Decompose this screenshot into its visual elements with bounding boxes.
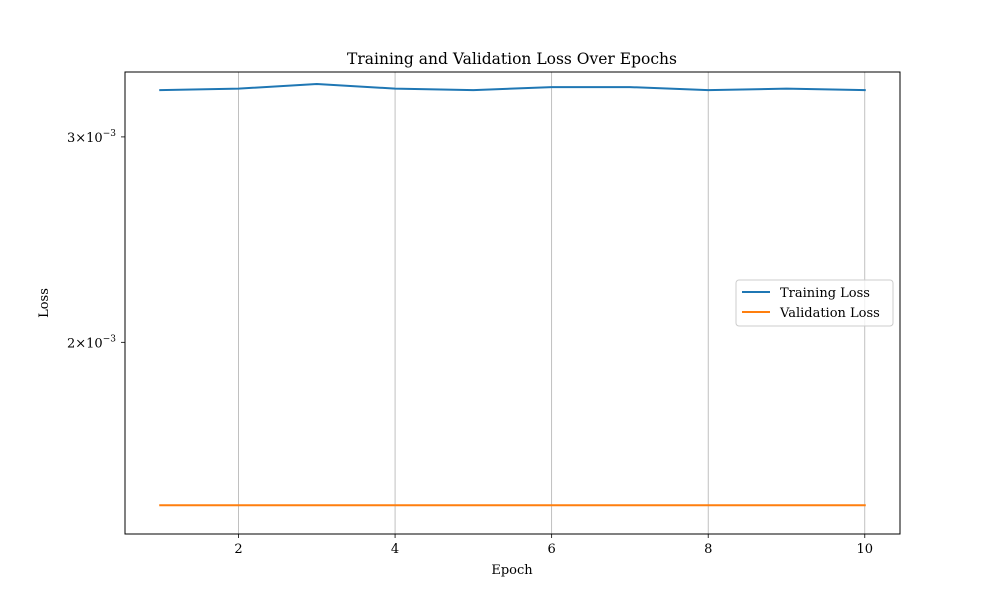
x-tick-label-4: 4 bbox=[391, 542, 399, 557]
y-tick-label-2: 2×10−3 bbox=[67, 334, 116, 351]
x-tick-label-2: 2 bbox=[234, 542, 242, 557]
x-tick-label-6: 6 bbox=[548, 542, 556, 557]
x-tick-label-10: 10 bbox=[856, 542, 873, 557]
y-axis-ticks: 3×10−3 2×10−3 bbox=[67, 129, 125, 351]
legend-label-training-loss: Training Loss bbox=[780, 286, 870, 301]
x-axis-label: Epoch bbox=[491, 563, 533, 578]
x-tick-label-8: 8 bbox=[704, 542, 712, 557]
series-layer bbox=[159, 83, 866, 507]
legend-label-validation-loss: Validation Loss bbox=[779, 306, 880, 321]
series-line-training-loss bbox=[159, 83, 866, 92]
y-axis-label: Loss bbox=[37, 288, 52, 318]
plot-frame bbox=[124, 71, 901, 535]
x-grid bbox=[238, 72, 866, 534]
legend: Training Loss Validation Loss bbox=[735, 279, 894, 327]
y-tick-label-3: 3×10−3 bbox=[67, 129, 116, 146]
x-axis-ticks: 2 4 6 8 10 bbox=[234, 534, 873, 557]
chart-title: Training and Validation Loss Over Epochs bbox=[347, 50, 677, 68]
legend-frame bbox=[735, 279, 894, 327]
